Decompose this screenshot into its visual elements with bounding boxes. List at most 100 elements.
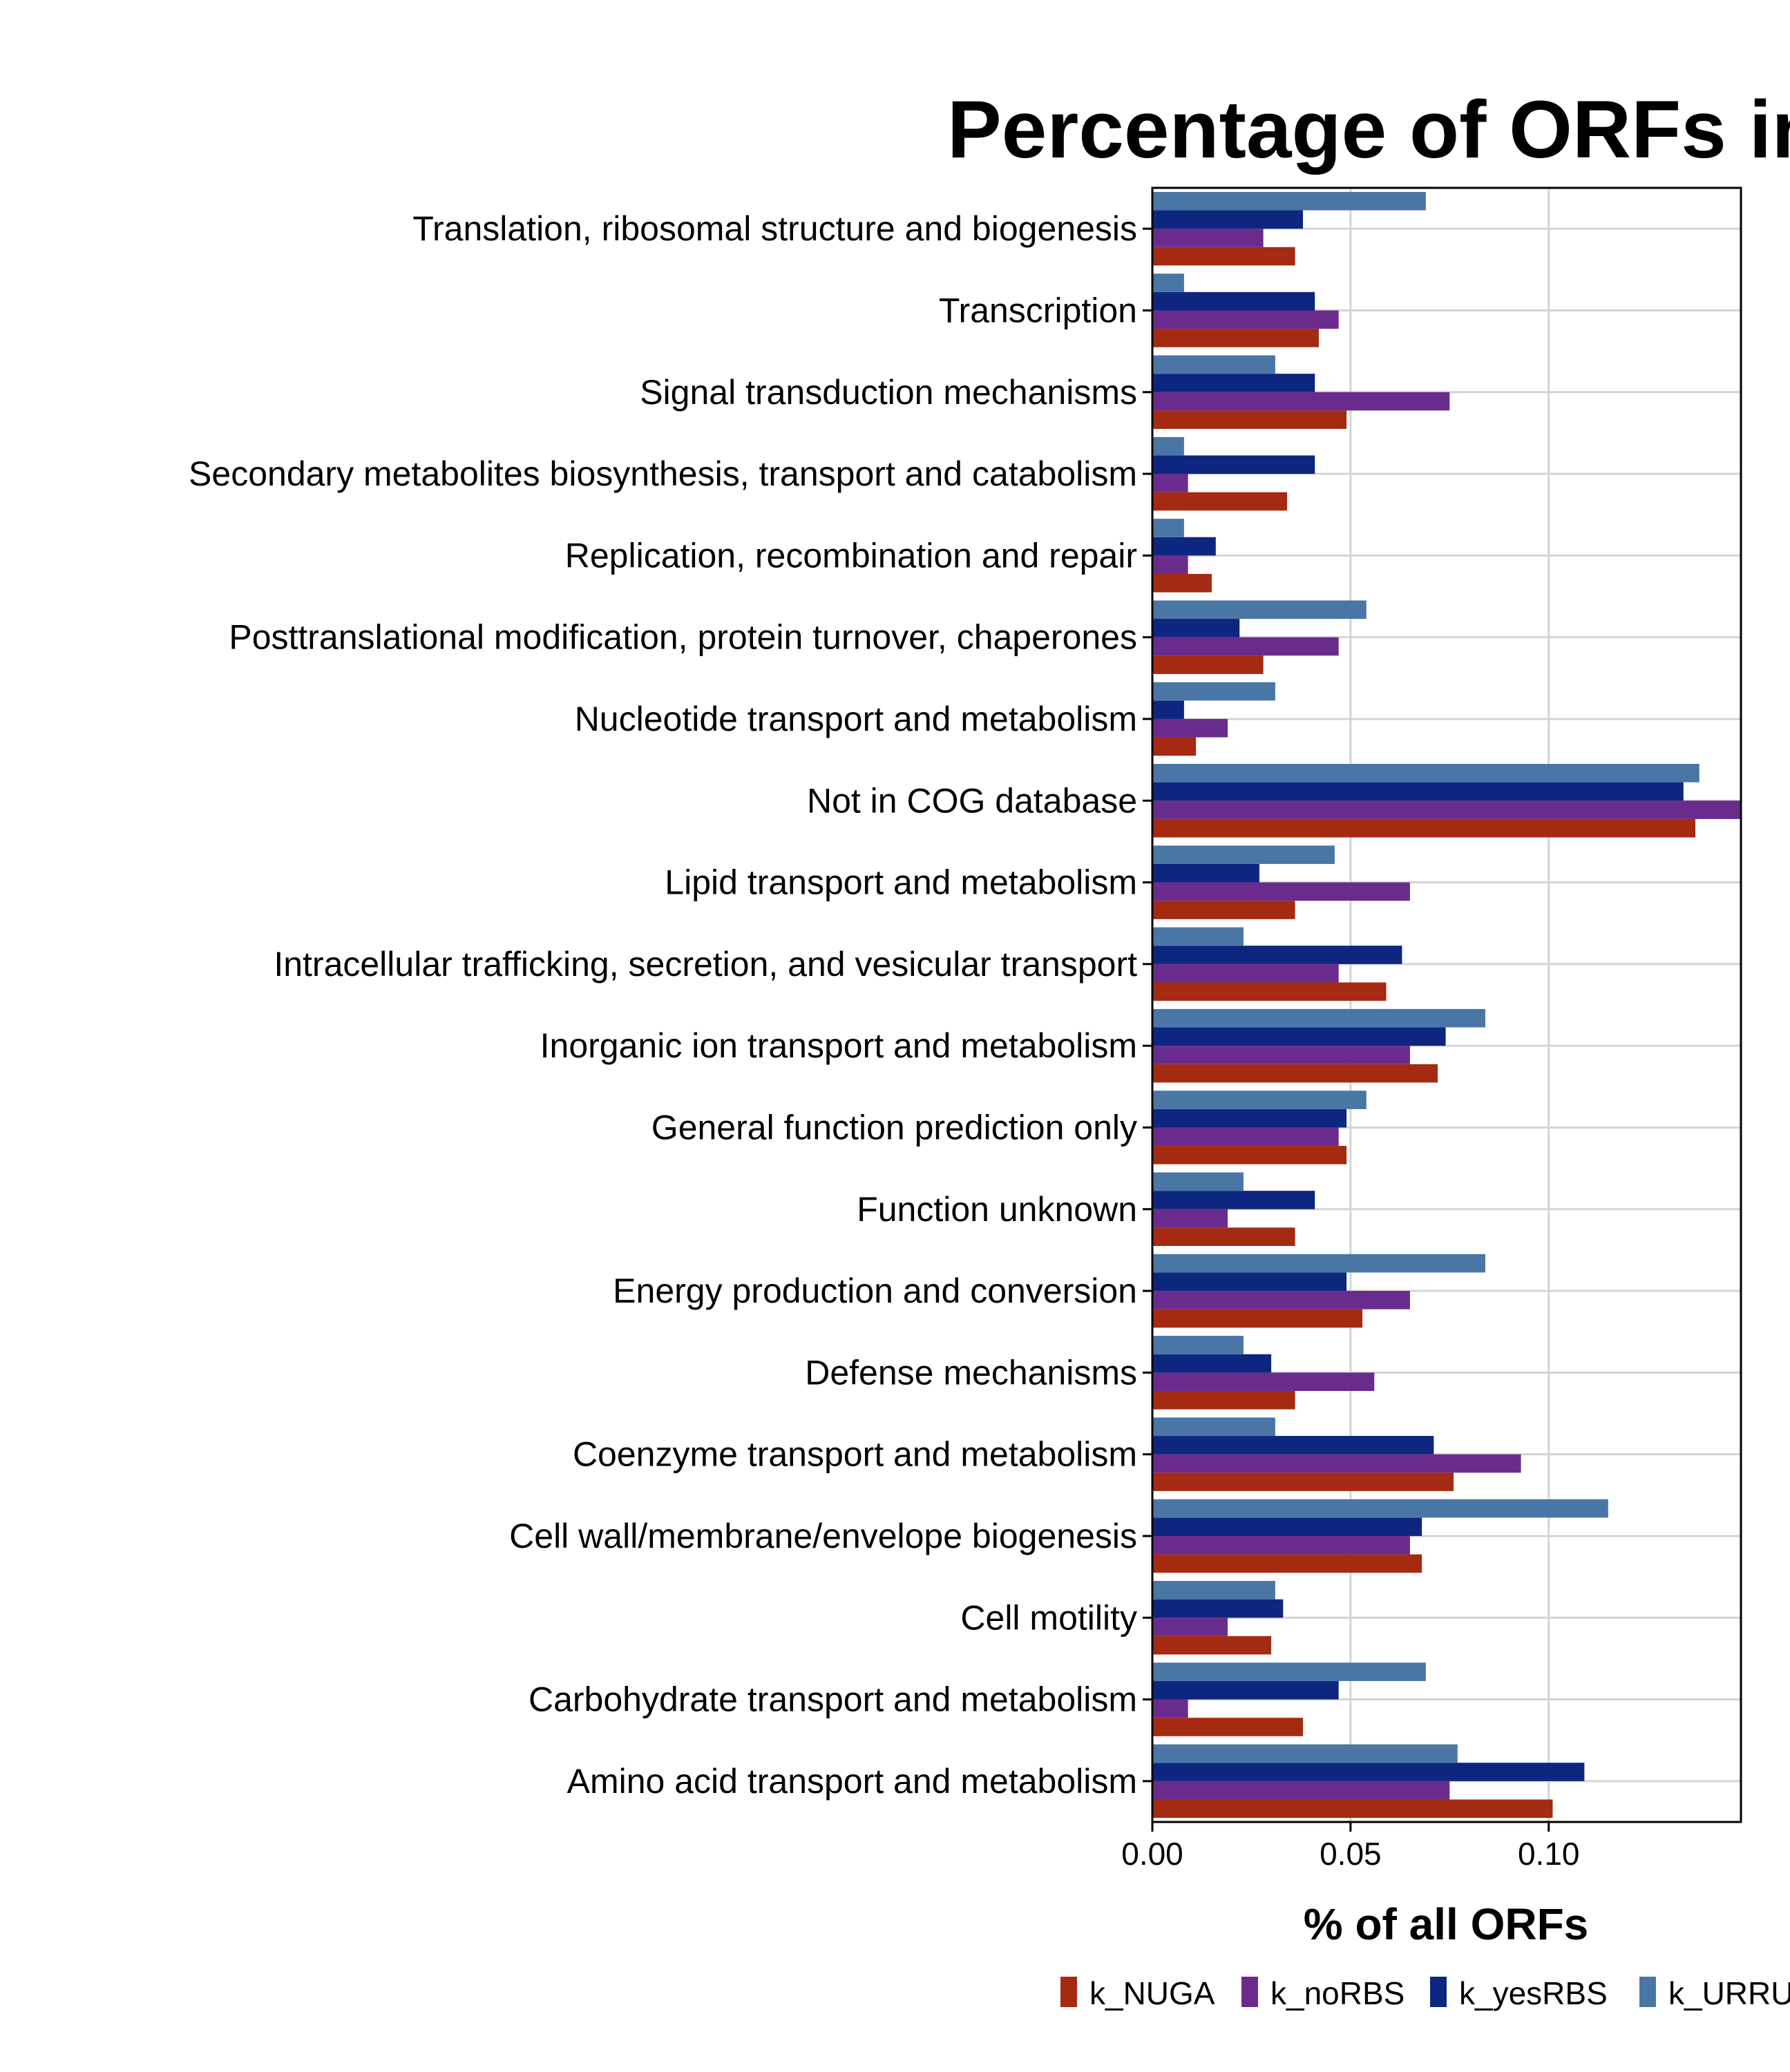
bar-k_URRU xyxy=(1152,1744,1458,1763)
bar-k_yesRBS xyxy=(1152,1680,1339,1700)
bar-k_URRU xyxy=(1152,1417,1275,1437)
bar-k_noRBS xyxy=(1152,963,1339,983)
bar-k_NUGA xyxy=(1152,1718,1304,1736)
bar-k_URRU xyxy=(1152,1662,1426,1681)
category-label: Energy production and conversion xyxy=(613,1272,1137,1310)
x-tick-label: 0.10 xyxy=(1518,1836,1580,1872)
bar-k_noRBS xyxy=(1152,1372,1375,1391)
bar-k_yesRBS xyxy=(1152,1517,1422,1536)
grid-lines xyxy=(1151,188,1741,1822)
bar-k_NUGA xyxy=(1152,982,1387,1001)
bar-k_NUGA xyxy=(1152,573,1212,593)
bar-k_URRU xyxy=(1152,1008,1485,1028)
category-label: Not in COG database xyxy=(807,781,1137,820)
bar-k_URRU xyxy=(1152,1581,1275,1600)
x-axis-title: % of all ORFs xyxy=(1304,1899,1589,1949)
legend-swatch-k_noRBS xyxy=(1241,1977,1258,2007)
category-label: Transcription xyxy=(939,291,1137,329)
bar-k_noRBS xyxy=(1152,555,1188,574)
category-label: Cell wall/membrane/envelope biogenesis xyxy=(509,1517,1137,1555)
bar-k_URRU xyxy=(1152,437,1184,456)
legend-label-k_yesRBS: k_yesRBS xyxy=(1459,1975,1608,2011)
category-label: Signal transduction mechanisms xyxy=(640,373,1137,412)
bar-k_URRU xyxy=(1152,1499,1608,1518)
bar-k_yesRBS xyxy=(1152,1109,1347,1128)
bar-k_noRBS xyxy=(1152,800,1741,819)
bar-k_yesRBS xyxy=(1152,700,1184,719)
bar-k_NUGA xyxy=(1152,1390,1295,1410)
legend-swatch-k_URRU xyxy=(1639,1977,1656,2007)
category-label: General function prediction only xyxy=(651,1108,1137,1147)
category-label: Nucleotide transport and metabolism xyxy=(575,700,1137,738)
bar-k_NUGA xyxy=(1152,1227,1295,1246)
legend-label-k_noRBS: k_noRBS xyxy=(1270,1975,1405,2011)
bar-k_noRBS xyxy=(1152,882,1410,901)
bar-k_NUGA xyxy=(1152,901,1295,919)
plot-area-frame xyxy=(1151,186,1742,1823)
category-label: Amino acid transport and metabolism xyxy=(567,1762,1137,1801)
bar-k_noRBS xyxy=(1152,1781,1450,1800)
bar-k_URRU xyxy=(1152,355,1275,374)
legend-label-k_URRU: k_URRU xyxy=(1668,1975,1790,2011)
bar-k_URRU xyxy=(1152,764,1699,783)
bar-k_yesRBS xyxy=(1152,374,1315,392)
x-tick-label: 0.00 xyxy=(1121,1836,1183,1872)
bar-k_NUGA xyxy=(1152,329,1319,347)
bar-k_URRU xyxy=(1152,1172,1244,1191)
legend-swatch-k_NUGA xyxy=(1060,1977,1077,2007)
category-label: Posttranslational modification, protein … xyxy=(229,618,1137,657)
bar-k_NUGA xyxy=(1152,410,1347,429)
bar-k_yesRBS xyxy=(1152,1027,1446,1046)
bar-k_URRU xyxy=(1152,1336,1244,1354)
legend-label-k_NUGA: k_NUGA xyxy=(1089,1975,1215,2011)
bar-k_noRBS xyxy=(1152,310,1339,329)
bar-k_yesRBS xyxy=(1152,1599,1284,1618)
bar-k_NUGA xyxy=(1152,1473,1454,1491)
bar-k_NUGA xyxy=(1152,655,1264,674)
bar-k_NUGA xyxy=(1152,1146,1347,1164)
bar-k_NUGA xyxy=(1152,1064,1438,1083)
category-label: Function unknown xyxy=(857,1190,1137,1229)
bar-k_yesRBS xyxy=(1152,1272,1347,1292)
bars xyxy=(1152,191,1741,1819)
legend-swatch-k_yesRBS xyxy=(1430,1977,1447,2007)
bar-k_noRBS xyxy=(1152,1535,1410,1555)
x-axis-ticks: 0.00 0.05 0.10 xyxy=(1121,1822,1580,1872)
bar-k_URRU xyxy=(1152,191,1426,211)
bar-k_noRBS xyxy=(1152,637,1339,656)
bar-k_yesRBS xyxy=(1152,1191,1315,1209)
bar-k_noRBS xyxy=(1152,474,1188,492)
bar-k_NUGA xyxy=(1152,737,1197,756)
bar-k_noRBS xyxy=(1152,1209,1228,1228)
bar-k_URRU xyxy=(1152,682,1275,701)
bar-k_URRU xyxy=(1152,927,1244,946)
bar-k_yesRBS xyxy=(1152,537,1216,556)
bar-k_NUGA xyxy=(1152,492,1288,511)
category-label: Translation, ribosomal structure and bio… xyxy=(412,209,1137,248)
bar-k_yesRBS xyxy=(1152,210,1304,229)
bar-k_yesRBS xyxy=(1152,291,1315,311)
bar-k_yesRBS xyxy=(1152,782,1684,801)
category-label: Carbohydrate transport and metabolism xyxy=(529,1680,1137,1719)
category-label: Replication, recombination and repair xyxy=(565,536,1137,575)
bar-k_yesRBS xyxy=(1152,619,1240,637)
bar-k_NUGA xyxy=(1152,1635,1272,1655)
bar-k_noRBS xyxy=(1152,392,1450,411)
bar-k_noRBS xyxy=(1152,1454,1521,1473)
bar-k_noRBS xyxy=(1152,718,1228,738)
bar-k_yesRBS xyxy=(1152,946,1402,964)
x-tick-label: 0.05 xyxy=(1320,1836,1382,1872)
bar-k_NUGA xyxy=(1152,1554,1422,1573)
bar-k_noRBS xyxy=(1152,1699,1188,1718)
bar-k_noRBS xyxy=(1152,1127,1339,1147)
category-label: Inorganic ion transport and metabolism xyxy=(540,1026,1137,1065)
bar-k_URRU xyxy=(1152,274,1184,292)
bar-k_URRU xyxy=(1152,600,1367,620)
bar-k_noRBS xyxy=(1152,1291,1410,1310)
bar-k_noRBS xyxy=(1152,1046,1410,1064)
bar-k_noRBS xyxy=(1152,1618,1228,1636)
legend: k_NUGA k_noRBS k_yesRBS k_URRU xyxy=(1060,1975,1790,2011)
bar-k_NUGA xyxy=(1152,1799,1553,1819)
bar-k_URRU xyxy=(1152,1254,1485,1273)
